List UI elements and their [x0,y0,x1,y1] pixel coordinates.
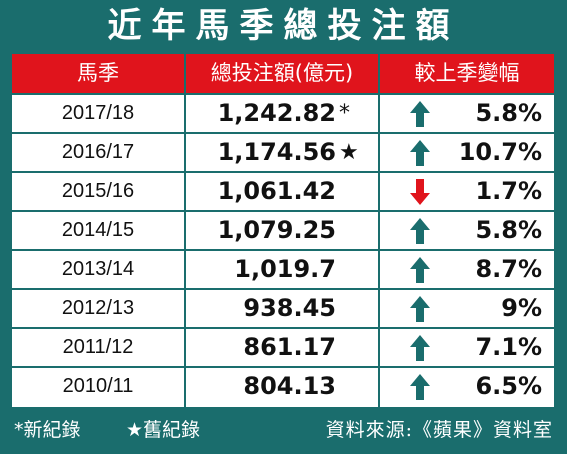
arrow-up-icon [410,257,430,283]
arrow-up-icon [410,296,430,322]
change-value: 6.5% [475,372,542,400]
change-cell: 5.8% [380,95,554,132]
total-cell: 1,061.42 [186,173,378,210]
change-cell: 10.7% [380,134,554,171]
legend-new-record: *新紀錄 [14,419,81,441]
change-value: 7.1% [475,333,542,361]
old-record-mark: ★ [339,140,359,165]
arrow-up-icon [410,218,430,244]
total-value: 1,079.25 [217,216,336,244]
table-row: 2016/17 1,174.56 ★ 10.7% [12,132,554,171]
arrow-up-icon [410,374,430,400]
header-season: 馬季 [77,61,119,85]
change-cell: 6.5% [380,368,554,405]
change-cell: 1.7% [380,173,554,210]
table-row: 2011/12 861.17 7.1% [12,327,554,366]
source-note: 資料來源:《蘋果》資料室 [325,419,553,441]
total-value: 1,174.56 [217,138,336,166]
total-value: 861.17 [243,333,336,361]
table-row: 2017/18 1,242.82 * 5.8% [12,93,554,132]
table-row: 2012/13 938.45 9% [12,288,554,327]
table-row: 2013/14 1,019.7 8.7% [12,249,554,288]
header-change: 較上季變幅 [414,61,520,85]
change-value: 1.7% [475,177,542,205]
total-cell: 938.45 [186,290,378,327]
change-cell: 9% [380,290,554,327]
season-cell: 2011/12 [62,336,134,358]
season-cell: 2015/16 [61,180,135,202]
table-row: 2015/16 1,061.42 1.7% [12,171,554,210]
change-cell: 5.8% [380,212,554,249]
total-value: 1,061.42 [217,177,336,205]
betting-table: 馬季 總投注額(億元) 較上季變幅 2017/18 1,242.82 * 5.8% 20… [12,54,554,407]
change-value: 8.7% [475,255,542,283]
total-cell: 1,019.7 [186,251,378,288]
total-value: 804.13 [243,372,336,400]
change-cell: 7.1% [380,329,554,366]
season-cell: 2014/15 [61,219,135,241]
season-cell: 2012/13 [61,297,135,319]
new-record-mark: * [339,101,350,126]
season-cell: 2010/11 [62,375,134,397]
total-value: 1,242.82 [217,99,336,127]
arrow-down-icon [410,179,430,205]
total-cell: 804.13 [186,368,378,405]
chart-title: 近年馬季總投注額 [107,6,460,46]
table-row: 2010/11 804.13 6.5% [12,366,554,405]
change-value: 10.7% [458,138,542,166]
change-value: 9% [501,294,542,322]
total-cell: 861.17 [186,329,378,366]
season-cell: 2013/14 [61,258,135,280]
arrow-up-icon [410,140,430,166]
total-value: 938.45 [243,294,336,322]
legend-old-record: ★舊紀錄 [126,419,201,441]
change-cell: 8.7% [380,251,554,288]
change-value: 5.8% [475,216,542,244]
header-total: 總投注額(億元) [210,61,354,85]
season-cell: 2017/18 [61,102,135,124]
total-cell: 1,079.25 [186,212,378,249]
footer: *新紀錄 ★舊紀錄 資料來源:《蘋果》資料室 [0,410,567,450]
season-cell: 2016/17 [61,141,135,163]
total-cell: 1,242.82 * [186,95,378,132]
table-header: 馬季 總投注額(億元) 較上季變幅 [12,54,554,93]
column-divider [378,54,380,407]
change-value: 5.8% [475,99,542,127]
table-row: 2014/15 1,079.25 5.8% [12,210,554,249]
total-cell: 1,174.56 ★ [186,134,378,171]
arrow-up-icon [410,335,430,361]
column-divider [184,54,186,407]
total-value: 1,019.7 [234,255,336,283]
arrow-up-icon [410,101,430,127]
